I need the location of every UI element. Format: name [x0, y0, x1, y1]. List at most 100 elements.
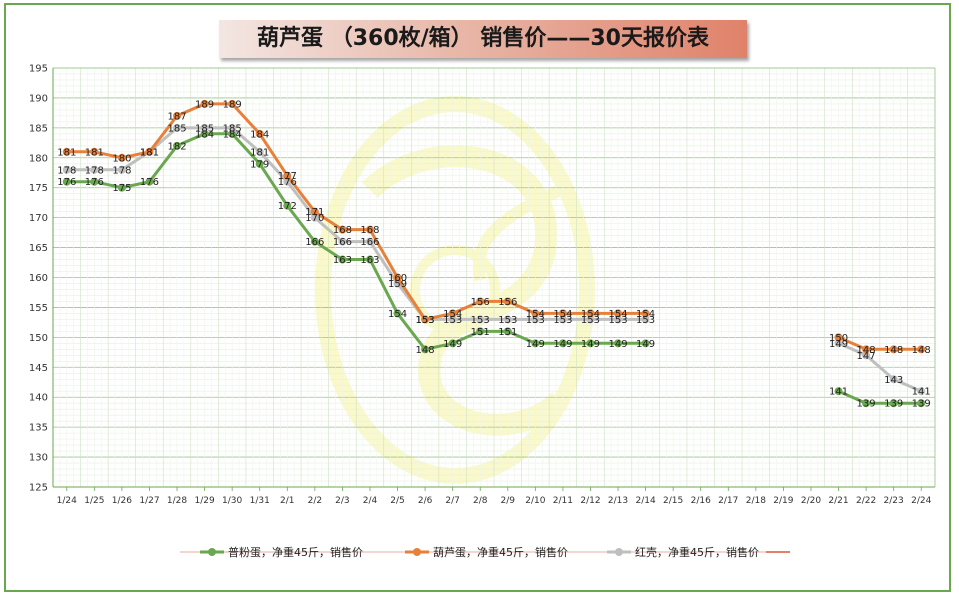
data-point-2 [558, 315, 567, 324]
x-tick-label: 1/25 [84, 496, 104, 506]
data-label-1: 150 [829, 333, 848, 344]
series-line-0 [837, 389, 923, 405]
y-tick-label: 150 [29, 333, 48, 344]
data-point-2 [255, 147, 264, 156]
data-point-0 [586, 339, 595, 348]
data-label-1: 181 [57, 147, 76, 158]
data-point-1 [503, 297, 512, 306]
data-point-0 [283, 201, 292, 210]
data-label-2: 153 [498, 315, 517, 326]
data-label-1: 148 [912, 345, 931, 356]
y-tick-label: 180 [29, 153, 48, 164]
x-tick-label: 2/11 [553, 496, 573, 506]
data-label-0: 149 [636, 339, 655, 350]
data-point-2 [365, 237, 374, 246]
data-point-1 [365, 225, 374, 234]
x-tick-label: 2/19 [773, 496, 793, 506]
data-point-1 [310, 207, 319, 216]
data-label-0: 166 [305, 237, 324, 248]
data-label-0: 182 [167, 141, 186, 152]
y-tick-label: 185 [29, 123, 48, 134]
data-point-0 [310, 237, 319, 246]
y-tick-label: 175 [29, 183, 48, 194]
legend-swatch-marker [615, 548, 623, 556]
data-label-2: 178 [57, 165, 76, 176]
data-label-0: 149 [608, 339, 627, 350]
data-point-0 [255, 159, 264, 168]
data-label-2: 178 [112, 165, 131, 176]
data-label-0: 163 [333, 255, 352, 266]
data-label-0: 172 [278, 201, 297, 212]
data-point-0 [393, 309, 402, 318]
data-point-0 [476, 327, 485, 336]
chart-title: 葫芦蛋 （360枚/箱） 销售价——30天报价表 [257, 26, 709, 51]
data-point-1 [90, 147, 99, 156]
x-tick-label: 1/30 [222, 496, 242, 506]
y-tick-label: 130 [29, 453, 48, 464]
data-point-1 [448, 309, 457, 318]
data-point-2 [117, 165, 126, 174]
data-label-2: 153 [443, 315, 462, 326]
data-label-2: 153 [471, 315, 490, 326]
data-label-2: 178 [85, 165, 104, 176]
data-point-0 [531, 339, 540, 348]
data-label-1: 154 [443, 309, 462, 320]
data-point-1 [531, 309, 540, 318]
data-point-2 [503, 315, 512, 324]
data-point-0 [117, 183, 126, 192]
data-point-1 [255, 129, 264, 138]
data-label-1: 177 [278, 171, 297, 182]
data-label-1: 187 [167, 111, 186, 122]
data-point-2 [917, 387, 926, 396]
data-label-0: 139 [857, 399, 876, 410]
data-label-2: 181 [140, 147, 159, 158]
data-label-2: 143 [884, 375, 903, 386]
legend-swatch-marker [413, 548, 421, 556]
data-point-2 [228, 123, 237, 132]
axes-layer: 1251301351401451501551601651701751801851… [29, 64, 936, 506]
data-label-0: 139 [912, 399, 931, 410]
data-point-0 [365, 255, 374, 264]
data-point-1 [145, 147, 154, 156]
data-label-0: 184 [223, 129, 242, 140]
y-tick-label: 140 [29, 393, 48, 404]
data-label-0: 176 [57, 177, 76, 188]
data-label-0: 149 [526, 339, 545, 350]
data-label-2: 159 [388, 279, 407, 290]
x-tick-label: 2/13 [608, 496, 628, 506]
data-point-1 [476, 297, 485, 306]
data-label-2: 181 [250, 147, 269, 158]
data-label-1: 168 [333, 225, 352, 236]
x-tick-label: 2/5 [390, 496, 404, 506]
data-label-0: 151 [471, 327, 490, 338]
data-label-2: 166 [333, 237, 352, 248]
x-tick-label: 2/22 [856, 496, 876, 506]
data-label-0: 141 [829, 387, 848, 398]
x-tick-label: 2/4 [363, 496, 378, 506]
data-label-2: 176 [278, 177, 297, 188]
data-label-2: 170 [305, 213, 324, 224]
data-label-0: 175 [112, 183, 131, 194]
data-label-0: 149 [443, 339, 462, 350]
data-point-1 [889, 345, 898, 354]
data-point-0 [448, 339, 457, 348]
data-label-2: 185 [195, 123, 214, 134]
series-line-1 [837, 335, 923, 351]
y-tick-label: 165 [29, 243, 48, 254]
data-label-0: 176 [140, 177, 159, 188]
x-tick-label: 2/1 [280, 496, 294, 506]
x-tick-label: 1/26 [112, 496, 132, 506]
x-tick-label: 2/6 [418, 496, 433, 506]
data-label-1: 160 [388, 273, 407, 284]
data-point-0 [862, 399, 871, 408]
data-label-1: 154 [608, 309, 627, 320]
legend-entry-label: 红壳，净重45斤，销售价 [635, 545, 759, 559]
data-label-1: 154 [553, 309, 572, 320]
data-point-1 [834, 333, 843, 342]
x-tick-label: 1/28 [167, 496, 187, 506]
data-point-0 [421, 345, 430, 354]
data-label-0: 148 [416, 345, 435, 356]
data-point-2 [338, 237, 347, 246]
